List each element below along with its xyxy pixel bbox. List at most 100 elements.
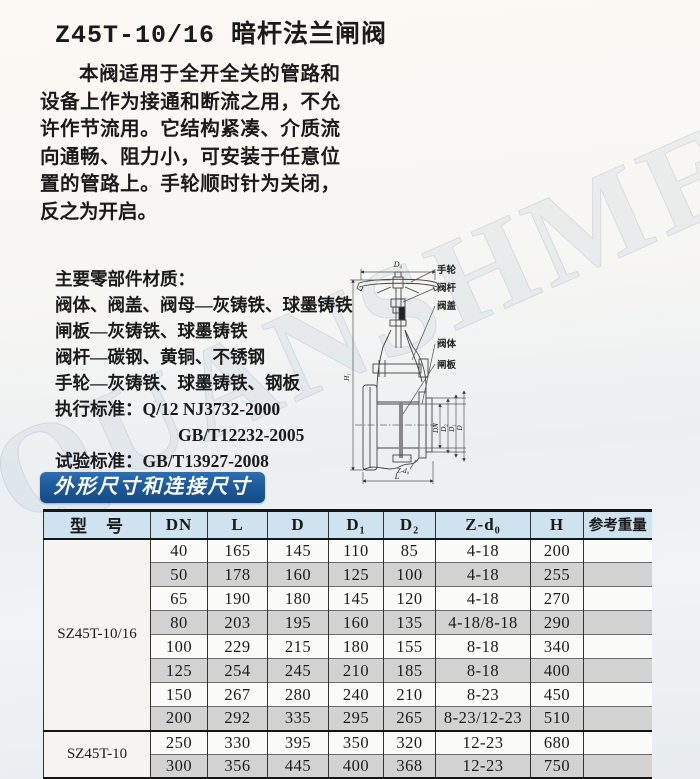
table-cell: 445	[267, 754, 329, 779]
table-cell	[583, 586, 652, 611]
table-cell: 155	[383, 634, 436, 659]
table-cell: 280	[267, 682, 329, 707]
table-cell: 200	[150, 706, 208, 731]
table-cell: 100	[383, 562, 436, 587]
table-cell	[583, 706, 652, 731]
table-cell: 200	[530, 538, 584, 563]
table-cell: 510	[530, 706, 584, 731]
table-cell: 335	[267, 706, 329, 731]
table-body: SZ45T-10/16 40 165 145 110 85 4-18 200 50 178 160 1…	[43, 538, 652, 779]
table-cell	[583, 658, 652, 683]
table-cell: 4-18	[435, 562, 531, 587]
valve-drawing: D₀ H₁ DN D₂ D₁ D Z-d₀ L 手轮 阀杆 阀盖 阀体 闸板	[343, 260, 466, 484]
table-cell: 250	[150, 729, 208, 755]
table-cell: 145	[328, 586, 384, 611]
table-cell: 292	[207, 706, 268, 731]
table-cell	[583, 682, 652, 707]
table-cell: 255	[530, 562, 584, 587]
table-cell: 178	[207, 562, 268, 587]
part-label-stem: 阀杆	[437, 282, 457, 294]
table-cell: 180	[267, 586, 329, 611]
model-cell: SZ45T-10	[43, 729, 151, 779]
col-header-d: D	[267, 510, 329, 540]
dim-d-label: D	[456, 425, 464, 431]
table-cell: 350	[328, 729, 384, 755]
materials-line-standard: GB/T12232-2005	[178, 425, 305, 445]
table-cell: 450	[530, 682, 584, 707]
table-row: 300 356 445 400 368 12-23 750	[44, 754, 652, 779]
col-header-l: L	[207, 510, 268, 540]
col-header-d2: D₂	[383, 510, 436, 540]
table-row: 65 190 180 145 120 4-18 270	[44, 586, 652, 611]
page-title: Z45T-10/16 暗杆法兰闸阀	[55, 21, 388, 50]
dim-d1-label: D₁	[448, 424, 456, 433]
table-cell: 270	[530, 586, 584, 611]
materials-section: 主要零部件材质： 阀体、阀盖、阀母—灰铸铁、球墨铸铁 闸板—灰铸铁、球墨铸铁 阀…	[55, 266, 355, 474]
table-cell: 4-18	[435, 586, 531, 611]
dimensions-table: 型 号 DN L D D₁ D₂ Z-d₀ H 参考重量 SZ45T-10/16…	[43, 509, 652, 779]
table-cell: 50	[150, 562, 208, 587]
part-label-bonnet: 阀盖	[437, 300, 457, 312]
table-cell: 240	[328, 682, 384, 707]
materials-heading: 主要零部件材质：	[55, 269, 195, 289]
intro-paragraph: 本阀适用于全开全关的管路和设备上作为接通和断流之用，不允许作节流用。它结构紧凑、…	[40, 64, 340, 223]
table-row: SZ45T-10 250 330 395 350 320 12-23 680	[43, 729, 652, 779]
table-cell: 340	[530, 634, 584, 659]
table-cell: 190	[207, 586, 268, 611]
table-cell: 135	[383, 610, 436, 635]
table-cell: 12-23	[435, 729, 531, 755]
table-cell	[583, 562, 652, 587]
col-header-model: 型 号	[43, 510, 151, 540]
table-row: SZ45T-10/16 40 165 145 110 85 4-18 200	[43, 538, 652, 731]
table-cell	[583, 610, 652, 635]
table-cell: 8-18	[435, 634, 531, 659]
materials-line: 阀体、阀盖、阀母—灰铸铁、球墨铸铁	[55, 295, 353, 315]
table-cell: 145	[267, 538, 329, 563]
table-cell: 65	[150, 586, 208, 611]
table-cell: 680	[530, 729, 584, 755]
table-cell: 290	[530, 610, 584, 635]
valve-diagram: D₀ H₁ DN D₂ D₁ D Z-d₀ L 手轮 阀杆 阀盖 阀体 闸板	[333, 252, 508, 487]
table-cell: 330	[207, 729, 268, 755]
table-row: 100 229 215 180 155 8-18 340	[44, 634, 652, 659]
col-header-d1: D₁	[328, 510, 384, 540]
table-cell: 125	[328, 562, 384, 587]
table-cell: 195	[267, 610, 329, 635]
table-cell: 245	[267, 658, 329, 683]
part-label-gate: 闸板	[437, 359, 457, 371]
materials-line-standard: 试验标准：GB/T13927-2008	[55, 451, 269, 471]
table-cell: 85	[383, 538, 436, 563]
dim-dn-label: DN	[432, 423, 440, 434]
table-cell: 4-18/8-18	[435, 610, 531, 635]
materials-line: 阀杆—碳钢、黄铜、不锈钢	[55, 347, 265, 367]
table-cell: 203	[207, 610, 268, 635]
table-row: 80 203 195 160 135 4-18/8-18 290	[44, 610, 652, 635]
part-label-handwheel: 手轮	[437, 264, 457, 276]
table-cell: 267	[207, 682, 268, 707]
table-cell	[583, 538, 652, 563]
table-cell: 40	[150, 538, 208, 563]
table-cell: 229	[207, 634, 268, 659]
dim-zd0-label: Z-d₀	[397, 467, 410, 475]
table-cell: 8-18	[435, 658, 531, 683]
col-header-h: H	[530, 510, 584, 540]
col-header-dn: DN	[150, 510, 208, 540]
materials-line: 手轮—灰铸铁、球墨铸铁、钢板	[55, 373, 300, 393]
table-cell: 295	[328, 706, 384, 731]
table-cell: 100	[150, 634, 208, 659]
model-cell: SZ45T-10/16	[43, 538, 151, 731]
table-row: 150 267 280 240 210 8-23 450	[44, 682, 652, 707]
table-cell: 210	[383, 682, 436, 707]
table-cell: 8-23	[435, 682, 531, 707]
table-cell: 356	[207, 754, 268, 779]
table-cell: 750	[530, 754, 584, 779]
table-cell: 80	[150, 610, 208, 635]
table-cell: 210	[328, 658, 384, 683]
table-cell	[583, 754, 652, 779]
table-cell	[583, 634, 652, 659]
part-label-body: 阀体	[437, 338, 457, 350]
table-cell: 160	[328, 610, 384, 635]
dim-l-label: L	[394, 472, 400, 481]
table-cell: 185	[383, 658, 436, 683]
